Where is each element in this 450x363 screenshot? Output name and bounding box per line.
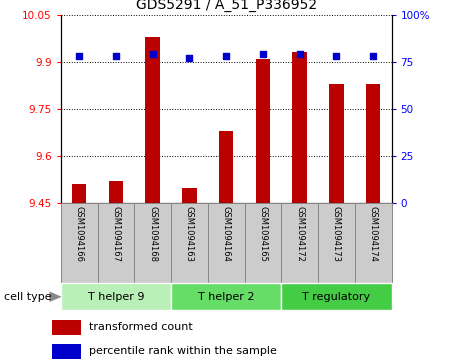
Bar: [244, 203, 281, 283]
Text: GSM1094168: GSM1094168: [148, 206, 157, 262]
Point: [369, 53, 377, 59]
Point: [112, 53, 120, 59]
Text: T helper 9: T helper 9: [88, 292, 144, 302]
Bar: [355, 203, 392, 283]
Bar: [72, 184, 86, 203]
Bar: [52, 344, 81, 359]
Bar: [208, 203, 244, 283]
Bar: [366, 84, 380, 203]
Bar: [292, 52, 307, 203]
Bar: [52, 320, 81, 335]
Text: GSM1094166: GSM1094166: [75, 206, 84, 262]
Point: [296, 51, 303, 57]
Point: [186, 55, 193, 61]
Text: GSM1094163: GSM1094163: [185, 206, 194, 262]
Point: [222, 53, 230, 59]
Text: percentile rank within the sample: percentile rank within the sample: [89, 346, 276, 356]
Text: T helper 2: T helper 2: [198, 292, 254, 302]
Point: [259, 51, 266, 57]
Bar: [61, 203, 98, 283]
Text: cell type: cell type: [4, 292, 52, 302]
Text: GSM1094165: GSM1094165: [258, 206, 267, 262]
Bar: [318, 203, 355, 283]
Bar: [61, 283, 171, 310]
Point: [333, 53, 340, 59]
Bar: [329, 84, 344, 203]
Bar: [171, 203, 208, 283]
Text: transformed count: transformed count: [89, 322, 193, 333]
Bar: [145, 37, 160, 203]
Text: GSM1094164: GSM1094164: [221, 206, 230, 262]
Bar: [134, 203, 171, 283]
Bar: [281, 203, 318, 283]
Text: GSM1094167: GSM1094167: [112, 206, 121, 262]
Bar: [219, 131, 234, 203]
Bar: [182, 188, 197, 203]
Text: T regulatory: T regulatory: [302, 292, 370, 302]
Bar: [98, 203, 134, 283]
Bar: [171, 283, 281, 310]
Point: [149, 51, 156, 57]
Bar: [256, 58, 270, 203]
Text: GSM1094174: GSM1094174: [369, 206, 378, 262]
Bar: [281, 283, 392, 310]
Text: GSM1094173: GSM1094173: [332, 206, 341, 262]
Title: GDS5291 / A_51_P336952: GDS5291 / A_51_P336952: [135, 0, 317, 12]
Point: [76, 53, 83, 59]
Text: GSM1094172: GSM1094172: [295, 206, 304, 262]
Bar: [108, 181, 123, 203]
